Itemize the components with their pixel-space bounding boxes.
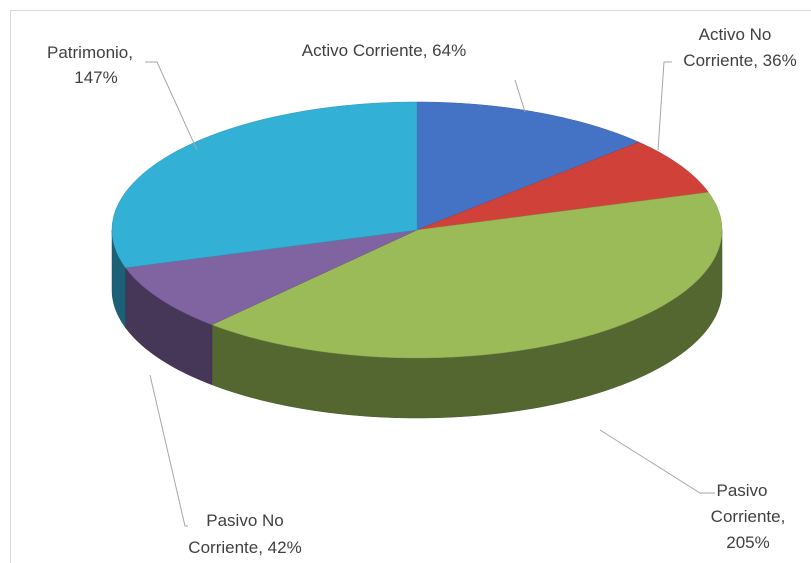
leader-line xyxy=(149,374,188,527)
data-label: Patrimonio, 147% xyxy=(47,43,133,87)
slice xyxy=(416,101,640,231)
leader-line xyxy=(599,429,715,494)
slice xyxy=(111,101,418,268)
leader-line xyxy=(514,79,526,113)
data-label: Pasivo No Corriente, 42% xyxy=(188,511,301,557)
data-label: Pasivo Corriente, 205% xyxy=(711,481,786,552)
leader-line xyxy=(145,61,198,151)
slice xyxy=(416,141,709,231)
slice xyxy=(125,229,418,325)
leader-line xyxy=(657,61,672,151)
slice xyxy=(211,192,723,359)
data-label: Activo No Corriente, 36% xyxy=(683,25,796,70)
data-label: Activo Corriente, 64% xyxy=(302,41,466,60)
